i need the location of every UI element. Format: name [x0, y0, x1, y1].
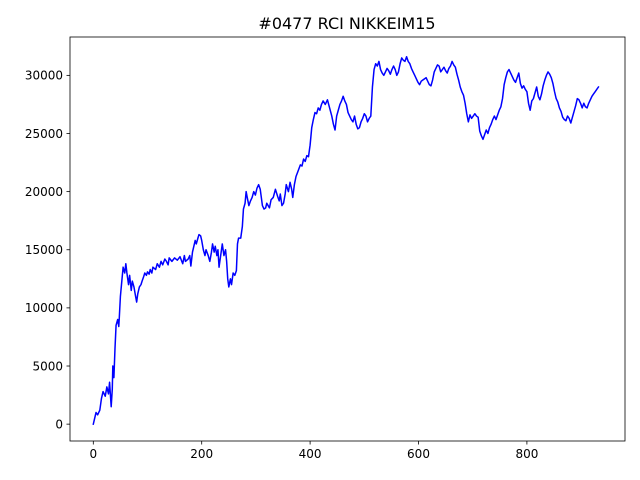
y-tick-label: 30000 — [25, 69, 63, 83]
axes-frame — [69, 36, 626, 442]
x-tick-label: 0 — [89, 447, 97, 461]
y-tick-label: 15000 — [25, 243, 63, 257]
chart-title: #0477 RCI NIKKEIM15 — [258, 14, 435, 33]
y-tick-label: 20000 — [25, 185, 63, 199]
y-tick-label: 10000 — [25, 301, 63, 315]
y-tick-label: 25000 — [25, 127, 63, 141]
axes: 0 200 400 600 800 0 5000 10000 15000 20000 25000 30… — [25, 36, 626, 461]
y-tick-label: 0 — [55, 417, 63, 431]
x-tick-label: 600 — [407, 447, 430, 461]
series-line-0 — [92, 56, 600, 426]
x-tick-label: 800 — [515, 447, 538, 461]
y-tick-label: 5000 — [32, 359, 63, 373]
plot-area — [92, 56, 600, 426]
x-tick-label: 400 — [299, 447, 322, 461]
x-tick-label: 200 — [190, 447, 213, 461]
